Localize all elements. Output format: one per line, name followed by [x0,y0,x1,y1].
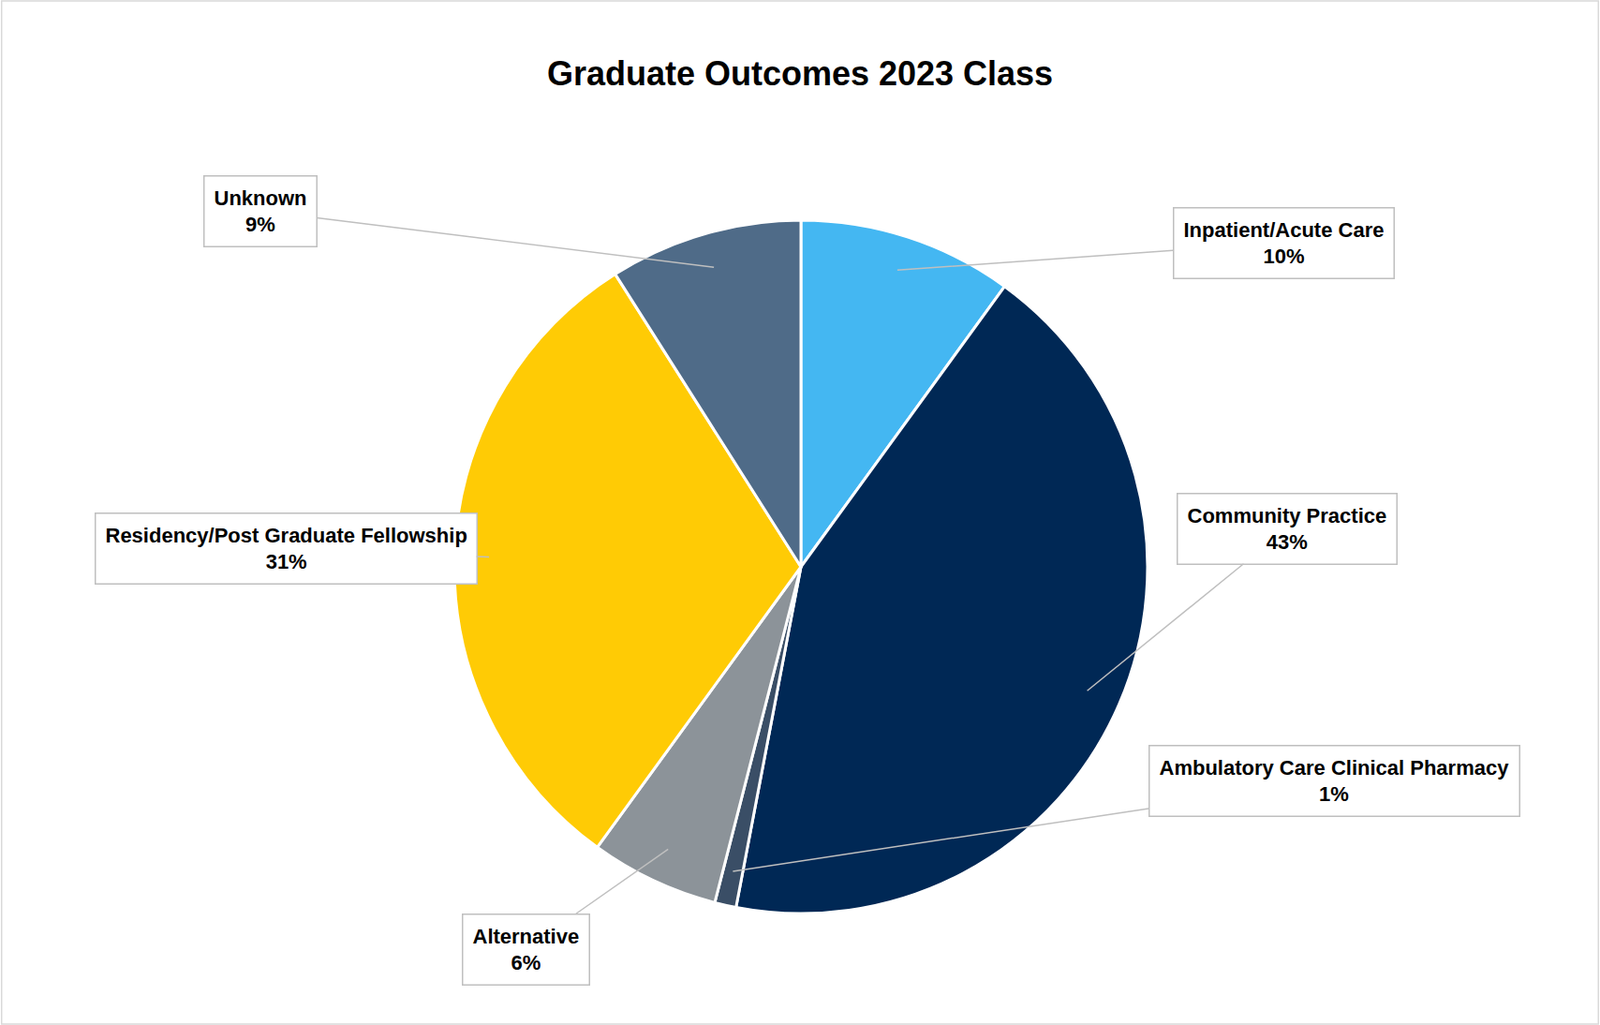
svg-text:Community Practice43%: Community Practice43% [1187,503,1388,555]
svg-text:Residency/Post Graduate Fellow: Residency/Post Graduate Fellowship31% [105,523,468,575]
svg-text:Unknown9%: Unknown9% [214,186,308,238]
svg-text:Ambulatory Care Clinical Pharm: Ambulatory Care Clinical Pharmacy1% [1159,755,1511,807]
svg-text:Alternative6%: Alternative6% [473,924,580,976]
svg-text:Graduate Outcomes 2023 Class: Graduate Outcomes 2023 Class [547,54,1053,93]
svg-text:Inpatient/Acute Care10%: Inpatient/Acute Care10% [1184,218,1385,269]
